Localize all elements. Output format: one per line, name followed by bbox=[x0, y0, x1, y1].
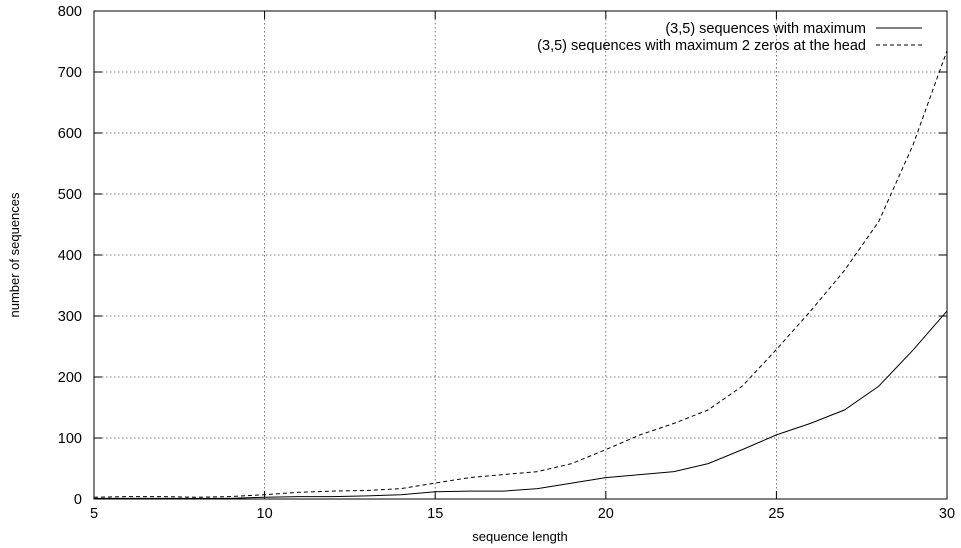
y-tick-label-300: 300 bbox=[58, 309, 82, 325]
y-tick-label-500: 500 bbox=[58, 187, 82, 203]
series-line-1 bbox=[94, 310, 948, 499]
y-tick-label-400: 400 bbox=[58, 248, 82, 264]
y-tick-label-800: 800 bbox=[58, 4, 82, 20]
y-tick-label-0: 0 bbox=[74, 492, 82, 508]
x-tick-label-25: 25 bbox=[768, 506, 784, 522]
x-axis-title: sequence length bbox=[472, 529, 567, 544]
x-tick-label-20: 20 bbox=[598, 506, 614, 522]
x-tick-label-30: 30 bbox=[939, 506, 955, 522]
legend: (3,5) sequences with maximum(3,5) sequen… bbox=[537, 21, 922, 54]
series-lines bbox=[93, 50, 948, 499]
x-tick-label-10: 10 bbox=[257, 506, 273, 522]
legend-label-1: (3,5) sequences with maximum bbox=[665, 21, 866, 37]
y-tick-label-700: 700 bbox=[58, 65, 82, 81]
grid-lines bbox=[94, 11, 947, 499]
y-tick-label-600: 600 bbox=[58, 126, 82, 142]
y-tick-label-100: 100 bbox=[58, 431, 82, 447]
y-axis-title: number of sequences bbox=[7, 192, 22, 318]
series-line-2 bbox=[93, 50, 948, 498]
x-tick-label-15: 15 bbox=[427, 506, 443, 522]
x-tick-label-5: 5 bbox=[90, 506, 98, 522]
legend-label-2: (3,5) sequences with maximum 2 zeros at … bbox=[537, 38, 866, 54]
y-tick-label-200: 200 bbox=[58, 370, 82, 386]
axis-ticks bbox=[93, 10, 948, 500]
